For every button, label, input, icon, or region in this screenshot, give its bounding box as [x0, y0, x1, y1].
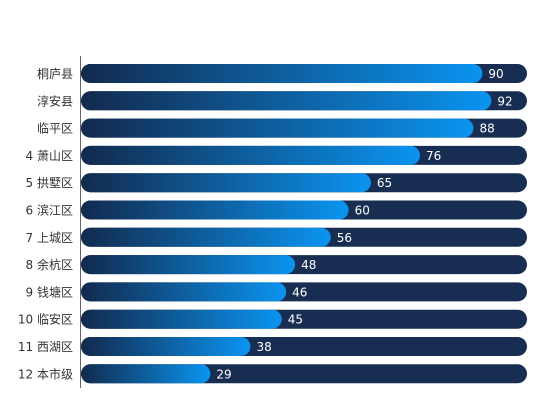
category-label: 4 萧山区 [26, 149, 73, 163]
value-label: 48 [301, 258, 316, 272]
category-label: 淳安县 [37, 93, 73, 108]
category-label: 7 上城区 [26, 231, 73, 245]
bar [81, 200, 349, 220]
value-label: 76 [426, 149, 441, 163]
value-label: 65 [377, 176, 392, 190]
bar-row: 38 11 西湖区 [18, 337, 527, 356]
bar-row: 29 12 本市级 [18, 364, 527, 384]
category-label: 6 滨江区 [26, 203, 73, 218]
bar [81, 227, 331, 247]
bar-row: 46 9 钱塘区 [26, 282, 527, 302]
bar [81, 255, 296, 275]
bar [81, 64, 483, 83]
bar-rows: 90 桐庐县 92 淳安县 88 临平区 76 4 萧山区 65 5 拱墅区 60 6 滨江区 56 7 … [18, 64, 527, 384]
category-label: 9 钱塘区 [26, 284, 73, 299]
bar [81, 309, 282, 329]
bar-row: 76 4 萧山区 [26, 145, 527, 165]
value-label: 56 [337, 231, 352, 245]
bar [81, 282, 287, 302]
bar [81, 91, 492, 111]
bar-row: 88 临平区 [37, 118, 527, 138]
bar-row: 56 7 上城区 [26, 227, 527, 247]
category-label: 5 拱墅区 [26, 176, 73, 190]
bar [81, 145, 420, 165]
category-label: 桐庐县 [37, 66, 73, 81]
value-label: 60 [355, 204, 370, 218]
category-label: 12 本市级 [18, 366, 73, 381]
bar-row: 65 5 拱墅区 [26, 173, 527, 193]
category-label: 临平区 [37, 122, 73, 136]
value-label: 92 [497, 94, 512, 108]
value-label: 46 [292, 285, 307, 299]
bar-row: 45 10 临安区 [18, 309, 527, 329]
bar [81, 364, 211, 384]
category-label: 8 余杭区 [26, 257, 73, 272]
value-label: 29 [216, 367, 231, 381]
category-label: 11 西湖区 [18, 339, 73, 354]
bar-row: 92 淳安县 [37, 91, 527, 111]
value-label: 88 [479, 122, 494, 136]
bar [81, 118, 474, 138]
bar-row: 48 8 余杭区 [26, 255, 527, 275]
bar [81, 337, 251, 356]
bar [81, 173, 371, 193]
value-label: 38 [256, 340, 271, 354]
category-label: 10 临安区 [18, 312, 73, 327]
value-label: 90 [488, 67, 503, 81]
value-label: 45 [288, 313, 303, 327]
bar-row: 90 桐庐县 [37, 64, 527, 83]
bar-row: 60 6 滨江区 [26, 200, 527, 220]
